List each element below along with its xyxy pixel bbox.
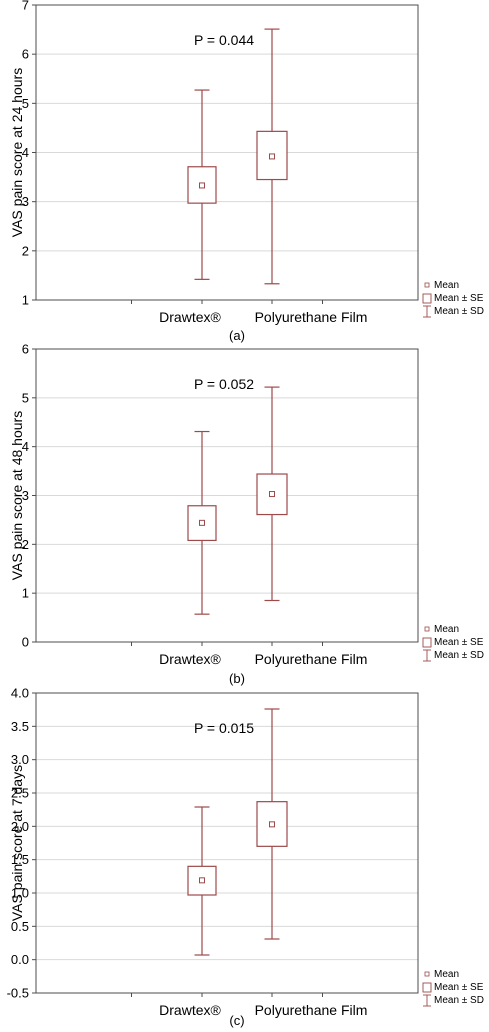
legend-se-box: [422, 637, 432, 648]
y-tick-label: 2.0: [11, 819, 29, 834]
legend-mean-marker: [424, 971, 430, 977]
mean-marker: [269, 153, 275, 160]
y-tick-label: 5: [22, 390, 29, 405]
p-value-annotation: P = 0.052: [194, 376, 254, 392]
y-tick-label: 3: [22, 194, 29, 209]
series-1: [187, 89, 217, 280]
legend-label-se: Mean ± SE: [434, 637, 484, 648]
p-value-annotation: P = 0.044: [194, 32, 254, 48]
legend-mean-marker: [424, 282, 430, 288]
legend-label-mean: Mean: [434, 280, 459, 291]
panel-label: (a): [229, 328, 245, 343]
y-tick-label: 1: [22, 586, 29, 601]
y-tick-label: 0.5: [11, 919, 29, 934]
x-category-label: Polyurethane Film: [255, 309, 368, 325]
mean-marker: [199, 519, 205, 526]
legend: Mean Mean ± SE Mean ± SD: [422, 624, 484, 662]
y-tick-label: 4.0: [11, 686, 29, 701]
mean-marker: [269, 491, 275, 498]
y-tick-label: 3.0: [11, 752, 29, 767]
legend-label-sd: Mean ± SD: [434, 306, 484, 317]
y-tick-label: 6: [22, 342, 29, 357]
plot-frame: [35, 348, 419, 643]
legend-label-mean: Mean: [434, 624, 459, 635]
mean-marker: [199, 877, 205, 884]
y-tick-label: 4: [22, 145, 29, 160]
y-tick-label: -0.5: [7, 986, 29, 1001]
y-axis-label: VAS pain score at 24 hours: [9, 68, 25, 237]
y-axis-label: VAS pain score at 48 hours: [9, 411, 25, 580]
y-tick-label: 1.0: [11, 886, 29, 901]
legend: Mean Mean ± SE Mean ± SD: [422, 969, 484, 1007]
legend-se-box: [422, 293, 432, 304]
y-tick-label: 6: [22, 47, 29, 62]
x-category-label: Polyurethane Film: [255, 651, 368, 667]
y-tick-label: 4: [22, 439, 29, 454]
x-category-label: Polyurethane Film: [255, 1002, 368, 1018]
legend-mean-marker: [424, 626, 430, 632]
plot-frame: [35, 692, 419, 994]
y-tick-label: 2: [22, 243, 29, 258]
y-tick-label: 5: [22, 96, 29, 111]
chart-panel-1: 1 2 3 4 5 6 7 VAS pain score at 24 hours P = 0.0…: [9, 0, 484, 343]
y-tick-label: 1.5: [11, 852, 29, 867]
legend-label-sd: Mean ± SD: [434, 995, 484, 1006]
legend-label-se: Mean ± SE: [434, 982, 484, 993]
legend-label-se: Mean ± SE: [434, 293, 484, 304]
legend-label-mean: Mean: [434, 969, 459, 980]
x-category-label: Drawtex®: [159, 309, 221, 325]
y-tick-label: 3.5: [11, 719, 29, 734]
y-tick-label: 3: [22, 488, 29, 503]
p-value-annotation: P = 0.015: [194, 720, 254, 736]
chart-panel-3: -0.5 0.0 0.5 1.0 1.5 2.0 2.5 3.0 3.5 4.0 VAS pain …: [7, 686, 484, 1029]
legend: Mean Mean ± SE Mean ± SD: [422, 280, 484, 318]
y-tick-label: 2: [22, 537, 29, 552]
y-tick-label: 0: [22, 635, 29, 650]
series-2: [256, 386, 288, 602]
x-category-label: Drawtex®: [159, 651, 221, 667]
y-tick-label: 0.0: [11, 952, 29, 967]
chart-panel-2: 0 1 2 3 4 5 6 VAS pain score at 48 hours P = 0.0…: [9, 342, 484, 687]
mean-marker: [199, 182, 205, 189]
y-tick-label: 1: [22, 293, 29, 308]
panel-label: (c): [229, 1013, 244, 1028]
series-1: [187, 806, 217, 956]
x-category-label: Drawtex®: [159, 1002, 221, 1018]
series-1: [187, 430, 217, 615]
series-2: [256, 28, 288, 285]
y-tick-label: 2.5: [11, 786, 29, 801]
plot-frame: [35, 4, 419, 301]
y-axis-label: VAS pain score at 7 days: [9, 765, 25, 921]
mean-marker: [269, 821, 275, 828]
legend-se-box: [422, 982, 432, 993]
legend-label-sd: Mean ± SD: [434, 650, 484, 661]
series-2: [256, 708, 288, 940]
y-tick-label: 7: [22, 0, 29, 13]
panel-label: (b): [229, 671, 245, 686]
